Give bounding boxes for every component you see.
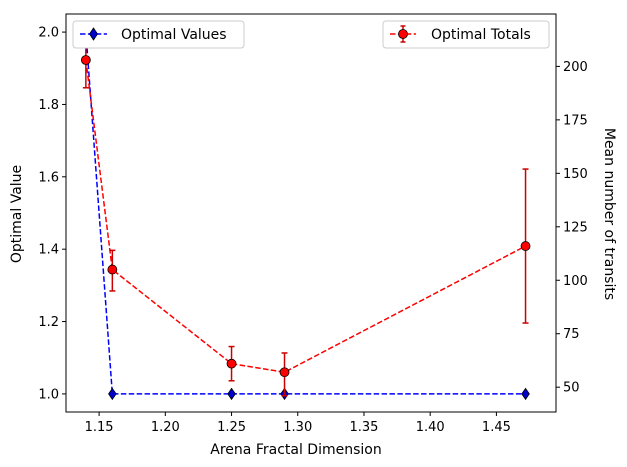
x-tick-label: 1.30 bbox=[283, 420, 312, 435]
x-tick-label: 1.25 bbox=[217, 420, 246, 435]
data-point-circle bbox=[80, 55, 91, 65]
axes: 1.15 1.20 1.25 1.30 1.35 1.40 1.45 1.0 1.2 1.4 1.6… bbox=[38, 13, 588, 435]
y-left-tick-label: 1.0 bbox=[38, 387, 59, 402]
legend-marker-diamond bbox=[89, 27, 98, 41]
x-tick-label: 1.45 bbox=[482, 420, 511, 435]
y-right-tick-label: 75 bbox=[563, 327, 580, 342]
data-point-diamond bbox=[521, 387, 530, 401]
legend-optimal-totals: Optimal Totals bbox=[382, 20, 550, 49]
y-right-tick-label: 50 bbox=[563, 381, 580, 396]
y-left-tick-label: 2.0 bbox=[38, 26, 59, 41]
data-point-diamond bbox=[227, 387, 236, 401]
y-left-tick-label: 1.2 bbox=[38, 315, 59, 330]
y-right-tick-label: 125 bbox=[563, 220, 588, 235]
x-tick-label: 1.35 bbox=[349, 420, 378, 435]
y-axis-label-right: Mean number of transits bbox=[601, 128, 617, 300]
y-left-tick-label: 1.8 bbox=[38, 98, 59, 113]
legend-marker-circle bbox=[398, 29, 408, 39]
legend-label-optimal-values: Optimal Values bbox=[121, 27, 227, 43]
x-tick-label: 1.20 bbox=[151, 420, 180, 435]
data-point-circle bbox=[107, 264, 118, 275]
plot-area bbox=[80, 25, 531, 401]
data-point-circle bbox=[226, 358, 237, 369]
y-right-tick-label: 150 bbox=[563, 167, 588, 182]
y-right-tick-label: 200 bbox=[563, 60, 588, 75]
y-left-tick-label: 1.6 bbox=[38, 170, 59, 185]
y-left-tick-label: 1.4 bbox=[38, 243, 59, 258]
legend-box-optimal-totals bbox=[382, 20, 550, 49]
y-axis-label-left: Optimal Value bbox=[9, 165, 25, 263]
y-right-tick-label: 100 bbox=[563, 274, 588, 289]
data-point-circle bbox=[520, 241, 531, 251]
legend-box-optimal-values bbox=[72, 20, 245, 49]
axes-frame bbox=[65, 13, 557, 413]
x-axis-label: Arena Fractal Dimension bbox=[210, 442, 381, 458]
y-right-tick-label: 175 bbox=[563, 113, 588, 128]
legend-optimal-values: Optimal Values bbox=[72, 20, 245, 49]
x-tick-label: 1.15 bbox=[85, 420, 114, 435]
legend-label-optimal-totals: Optimal Totals bbox=[431, 27, 531, 43]
series-line-optimal-totals bbox=[85, 59, 526, 374]
x-tick-label: 1.40 bbox=[416, 420, 445, 435]
data-point-diamond bbox=[108, 387, 117, 401]
data-point-circle bbox=[279, 367, 290, 378]
